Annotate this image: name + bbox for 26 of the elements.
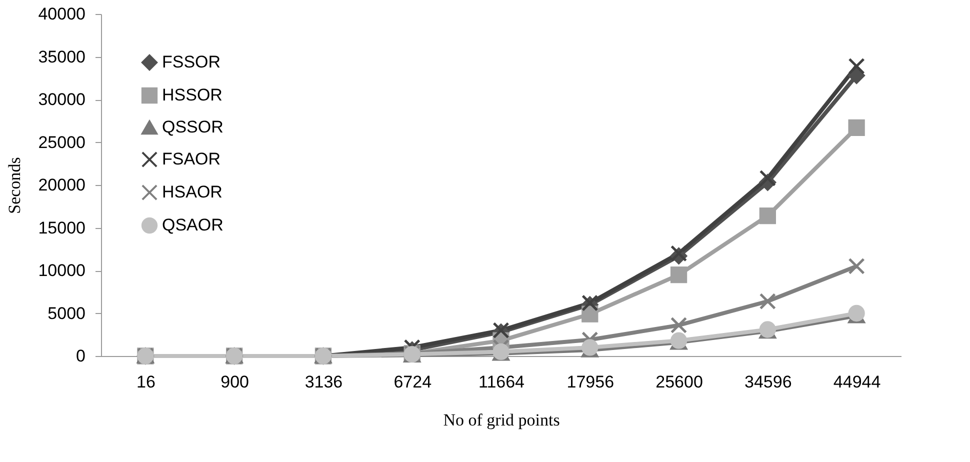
x-tick-label: 25600 [656,372,703,392]
y-tick-label: 35000 [38,47,86,66]
legend-label: HSSOR [162,86,222,104]
x-tick-label: 17956 [566,372,614,392]
legend-label: FSSOR [162,52,221,72]
y-tick-label: 20000 [38,176,86,194]
x-tick-label: 16 [136,372,156,392]
y-tick-label: 30000 [38,90,86,109]
x-axis-title: No of grid points [443,410,560,430]
y-tick-label: 40000 [38,4,86,24]
x-tick-label: 34596 [744,372,792,392]
y-axis-title: Seconds [5,157,24,214]
legend-label: QSAOR [162,216,224,234]
x-tick-label: 3136 [304,372,343,392]
x-tick-label: 44944 [833,372,881,392]
legend-label: HSAOR [162,182,222,202]
legend-label: QSSOR [162,118,224,136]
y-tick-label: 25000 [38,132,86,152]
y-tick-label: 5000 [48,304,86,323]
y-tick-label: 0 [76,346,86,366]
y-tick-label: 10000 [38,261,86,280]
x-tick-label: 6724 [394,372,432,392]
y-tick-label: 15000 [38,218,86,238]
x-tick-label: 11664 [478,372,525,392]
legend-label: FSAOR [162,150,221,168]
x-tick-label: 900 [220,372,250,392]
